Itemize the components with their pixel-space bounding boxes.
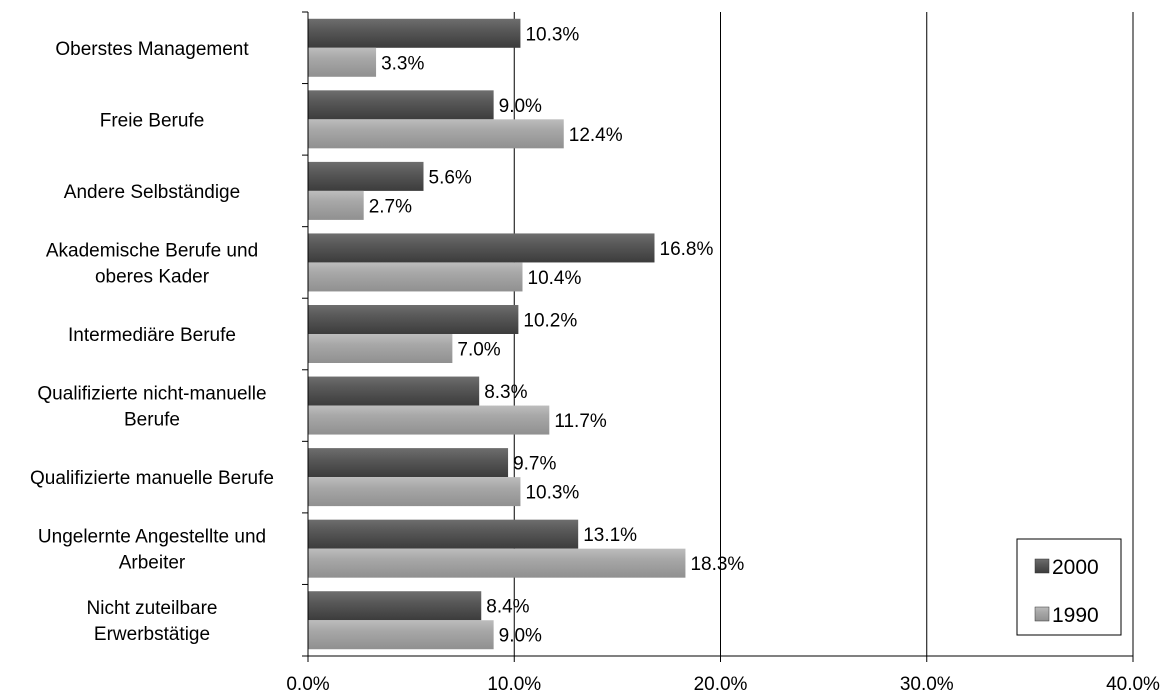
x-tick-label: 10.0%	[487, 674, 541, 695]
bar-1990-4	[308, 334, 453, 363]
data-label-1990-0: 3.3%	[381, 53, 424, 74]
data-label-2000-5: 8.3%	[484, 382, 527, 403]
x-tick-label: 0.0%	[286, 674, 329, 695]
data-label-2000-3: 16.8%	[660, 239, 714, 260]
data-label-1990-3: 10.4%	[528, 268, 582, 289]
category-label: Oberstes Management	[55, 39, 249, 60]
x-tick-label: 20.0%	[694, 674, 748, 695]
legend-swatch-1990	[1034, 606, 1050, 622]
category-label: Freie Berufe	[100, 110, 205, 131]
category-label: Andere Selbständige	[64, 182, 240, 203]
data-label-1990-2: 2.7%	[369, 196, 412, 217]
bar-1990-8	[308, 620, 494, 650]
bar-2000-5	[308, 376, 480, 406]
bar-1990-1	[308, 119, 564, 149]
data-label-2000-7: 13.1%	[583, 525, 637, 546]
data-label-2000-8: 8.4%	[486, 597, 529, 618]
bar-1990-5	[308, 405, 550, 435]
category-label: Akademische Berufe und oberes Kader	[46, 240, 258, 287]
bar-1990-3	[308, 262, 523, 292]
category-label: Intermediäre Berufe	[68, 325, 236, 346]
legend-box	[1016, 538, 1122, 636]
legend-swatch-2000	[1034, 558, 1050, 574]
x-tick-label: 40.0%	[1106, 674, 1160, 695]
labels: 0.0% 10.0% 20.0% 30.0% 40.0% 10.3% 3.3% Oberste…	[30, 24, 1160, 695]
x-tick-label: 30.0%	[900, 674, 954, 695]
bar-1990-2	[308, 190, 364, 220]
data-label-2000-0: 10.3%	[525, 24, 579, 45]
bar-1990-7	[308, 548, 686, 578]
bar-1990-0	[308, 47, 377, 77]
category-label: Qualifizierte manuelle Berufe	[30, 468, 274, 489]
data-label-2000-4: 10.2%	[523, 311, 577, 332]
data-label-1990-1: 12.4%	[569, 125, 623, 146]
bar-1990-6	[308, 477, 521, 507]
axes	[302, 11, 1134, 662]
bar-2000-1	[308, 90, 494, 120]
data-label-1990-8: 9.0%	[499, 626, 542, 647]
bar-2000-6	[308, 448, 509, 478]
bar-2000-3	[308, 233, 655, 263]
data-label-2000-2: 5.6%	[429, 167, 472, 188]
legend-label-1990: 1990	[1052, 604, 1099, 627]
bar-2000-7	[308, 519, 579, 549]
data-label-2000-6: 9.7%	[513, 454, 556, 475]
data-label-1990-4: 7.0%	[457, 340, 500, 361]
legend-label-2000: 2000	[1052, 556, 1099, 579]
legend: 2000 1990	[1016, 538, 1122, 636]
data-label-1990-6: 10.3%	[525, 483, 579, 504]
category-label: Ungelernte Angestellte und Arbeiter	[38, 527, 266, 574]
category-label: Qualifizierte nicht-manuelle Berufe	[37, 384, 266, 431]
bar-2000-0	[308, 18, 521, 48]
bar-2000-4	[308, 305, 519, 334]
data-label-1990-5: 11.7%	[554, 411, 607, 432]
bar-2000-2	[308, 161, 424, 191]
category-label: Nicht zuteilbare Erwerbstätige	[87, 598, 218, 645]
data-label-1990-7: 18.3%	[690, 554, 744, 575]
data-label-2000-1: 9.0%	[499, 96, 542, 117]
bar-2000-8	[308, 591, 482, 621]
bars	[308, 18, 686, 650]
